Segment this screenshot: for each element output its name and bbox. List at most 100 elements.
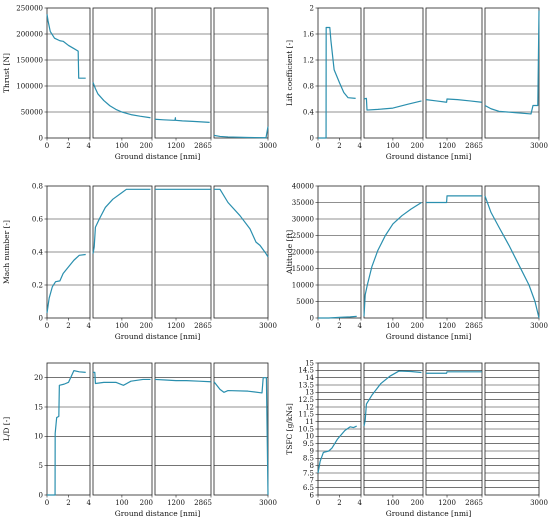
y-tick-label: 8 [310,462,314,470]
x-tick-label: 200 [140,142,153,150]
x-tick-label: 1200 [438,322,456,330]
y-tick-label: 13.5 [298,381,314,389]
panel-2: 100 200 [92,7,153,150]
series-line [93,371,151,386]
series-line [46,253,86,314]
y-tick-label: 30000 [292,215,314,223]
x-tick-label: 200 [140,499,153,507]
x-tick-label: 1200 [167,499,185,507]
y-tick-label: 0 [39,491,43,499]
panel-2: 100 200 [363,362,424,507]
series-line [363,97,422,111]
series-line [92,82,151,119]
panel-frame [425,185,483,319]
x-tick-label: 1200 [167,142,185,150]
y-tick-label: 7.5 [303,469,314,477]
x-tick-label: 2 [337,322,341,330]
y-tick-label: 0.6 [32,215,44,223]
panel-4: 3000 [213,362,277,507]
y-tick-label: 1.6 [303,30,315,38]
x-tick-label: 100 [386,322,399,330]
y-tick-label: 9.5 [303,440,314,448]
y-axis-label: L/D [-] [2,417,11,441]
y-tick-label: 100000 [16,82,43,90]
x-axis-label: Ground distance [nmi] [115,509,201,518]
x-tick-label: 1200 [438,142,456,150]
y-tick-label: 12.5 [298,396,314,404]
series-line [47,370,86,496]
y-tick-label: 10.5 [298,425,314,433]
x-tick-label: 200 [411,499,424,507]
panel-frame [484,185,540,319]
y-tick-label: 0 [39,314,43,322]
panel-1: 0 2 4 [45,362,92,507]
series-line [363,370,422,427]
y-tick-label: 15000 [292,265,314,273]
panel-3: 1200 2865 [154,185,212,330]
x-axis-label: Ground distance [nmi] [386,152,472,161]
panel-4: 3000 [484,362,548,507]
x-axis-label: Ground distance [nmi] [386,509,472,518]
x-tick-label: 3000 [530,499,548,507]
x-tick-label: 3000 [259,322,277,330]
x-tick-label: 2865 [194,322,212,330]
panel-3: 1200 2865 [425,362,483,507]
y-tick-label: 8.5 [303,455,314,463]
panel-frame [425,7,483,139]
series-line [426,195,482,204]
x-tick-label: 2865 [194,499,212,507]
series-line [425,98,482,103]
y-tick-label: 14 [305,374,314,382]
series-line [46,14,86,79]
y-axis-label: Thrust [N] [2,53,11,93]
y-tick-label: 20000 [292,248,314,256]
y-axis-label: TSFC [g/kNs] [285,403,294,455]
panel-1: 0 2 4 [45,185,92,330]
x-tick-label: 200 [411,322,424,330]
panel-frame [154,185,212,319]
x-tick-label: 2865 [194,142,212,150]
x-tick-label: 4 [358,322,363,330]
x-tick-label: 0 [316,322,320,330]
panel-frame [92,7,153,139]
y-axis-label: Altitude [ft] [285,230,294,275]
panel-frame [213,7,269,139]
y-axis-label: Lift coefficient [-] [285,40,294,106]
x-tick-label: 2865 [465,322,483,330]
x-tick-label: 200 [411,142,424,150]
y-tick-label: 150000 [16,56,43,64]
x-tick-label: 4 [87,499,92,507]
series-line [426,371,482,374]
y-tick-label: 6 [310,491,315,499]
x-tick-label: 2 [337,142,341,150]
y-tick-label: 15 [305,359,314,367]
y-tick-label: 0 [310,314,314,322]
y-tick-label: 2 [310,4,314,12]
x-tick-label: 4 [87,142,92,150]
panel-1: 0 2 4 [316,7,363,150]
x-axis-label: Ground distance [nmi] [115,332,201,341]
panel-4: 3000 [213,185,277,330]
series-line [317,425,357,474]
panel-frame [213,362,269,496]
y-tick-label: 13 [305,389,314,397]
x-tick-label: 2865 [465,142,483,150]
series-line [318,26,356,139]
panel-3: 1200 2865 [425,185,483,330]
x-tick-label: 4 [87,322,92,330]
y-tick-label: 0.2 [32,281,43,289]
y-tick-label: 200000 [16,30,43,38]
y-tick-label: 5000 [296,298,314,306]
y-tick-label: 11 [305,418,314,426]
panel-3: 1200 2865 [154,7,212,150]
y-axis-label: Mach number [-] [2,220,11,284]
x-tick-label: 2 [66,142,70,150]
chart-3: 0 0.2 0.4 0.6 0.8 Mach number [-] Ground dista… [2,182,277,341]
panel-3: 1200 2865 [154,362,212,507]
panel-2: 100 200 [363,185,424,330]
x-tick-label: 0 [316,499,320,507]
chart-4: 0500010000150002000025000300003500040000… [285,182,548,341]
panel-2: 100 200 [92,362,153,507]
